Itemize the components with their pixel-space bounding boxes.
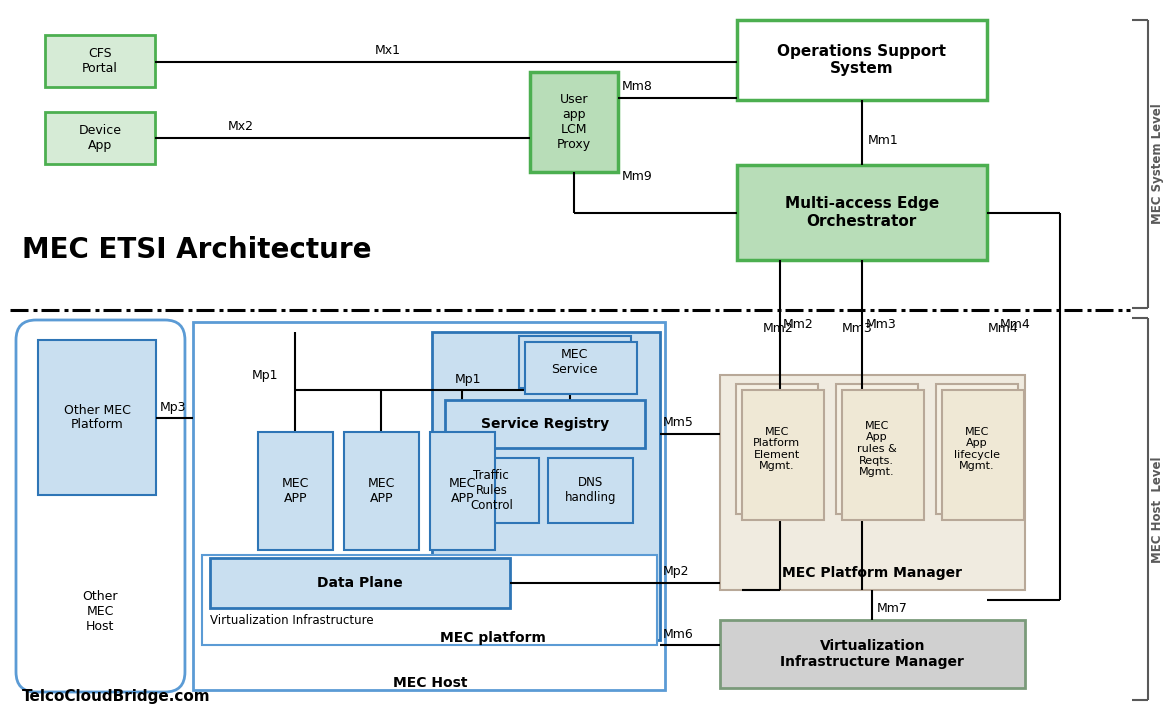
Text: MEC ETSI Architecture: MEC ETSI Architecture bbox=[22, 236, 372, 264]
Bar bbox=[548, 458, 633, 523]
Text: Mp1: Mp1 bbox=[252, 369, 279, 382]
Text: Mm7: Mm7 bbox=[877, 602, 907, 614]
Bar bbox=[529, 72, 618, 172]
Text: MEC
Service: MEC Service bbox=[552, 348, 598, 376]
Text: MEC platform: MEC platform bbox=[440, 631, 546, 645]
Text: Virtualization
Infrastructure Manager: Virtualization Infrastructure Manager bbox=[780, 639, 964, 669]
Bar bbox=[202, 555, 656, 645]
Bar bbox=[344, 432, 419, 550]
Bar bbox=[742, 390, 824, 520]
Bar bbox=[45, 112, 155, 164]
Text: Mm4: Mm4 bbox=[999, 318, 1031, 332]
Bar bbox=[936, 384, 1018, 514]
Text: Mm3: Mm3 bbox=[842, 322, 872, 335]
Text: MEC System Level: MEC System Level bbox=[1151, 104, 1164, 224]
Text: Data Plane: Data Plane bbox=[317, 576, 402, 590]
Bar bbox=[430, 432, 494, 550]
Text: MEC
App
lifecycle
Mgmt.: MEC App lifecycle Mgmt. bbox=[954, 426, 999, 471]
Text: MEC
App
rules &
Reqts.
Mgmt.: MEC App rules & Reqts. Mgmt. bbox=[857, 421, 897, 477]
Text: MEC Platform Manager: MEC Platform Manager bbox=[781, 566, 962, 580]
Text: Device
App: Device App bbox=[78, 124, 121, 152]
Bar bbox=[210, 558, 510, 608]
Text: Mx1: Mx1 bbox=[375, 43, 401, 56]
Bar bbox=[737, 165, 986, 260]
Bar bbox=[45, 35, 155, 87]
Text: MEC Host: MEC Host bbox=[393, 676, 468, 690]
Text: Mp1: Mp1 bbox=[455, 374, 482, 387]
Bar bbox=[719, 375, 1025, 590]
Text: Mm2: Mm2 bbox=[782, 318, 814, 332]
Text: Mm6: Mm6 bbox=[662, 627, 694, 641]
Bar bbox=[445, 400, 645, 448]
Text: Mm4: Mm4 bbox=[988, 322, 1018, 335]
Text: MEC
APP: MEC APP bbox=[367, 477, 395, 505]
Bar bbox=[737, 20, 986, 100]
Bar bbox=[525, 342, 637, 394]
Text: Mx2: Mx2 bbox=[227, 120, 254, 134]
Bar bbox=[38, 340, 156, 495]
Text: Other MEC
Platform: Other MEC Platform bbox=[63, 404, 131, 431]
Bar bbox=[431, 332, 660, 640]
Bar bbox=[258, 432, 333, 550]
Bar bbox=[736, 384, 817, 514]
Bar bbox=[942, 390, 1024, 520]
Text: Operations Support
System: Operations Support System bbox=[778, 44, 947, 76]
Text: Mm3: Mm3 bbox=[866, 318, 897, 332]
Text: CFS
Portal: CFS Portal bbox=[82, 47, 118, 75]
Text: MEC
APP: MEC APP bbox=[449, 477, 476, 505]
Text: MEC
APP: MEC APP bbox=[282, 477, 309, 505]
Text: DNS
handling: DNS handling bbox=[564, 476, 616, 505]
Bar bbox=[836, 384, 918, 514]
Text: Mm8: Mm8 bbox=[621, 80, 653, 93]
Text: MEC Host  Level: MEC Host Level bbox=[1151, 457, 1164, 563]
Bar bbox=[192, 322, 665, 690]
Text: Mm9: Mm9 bbox=[621, 170, 653, 184]
Text: Traffic
Rules
Control: Traffic Rules Control bbox=[470, 469, 513, 512]
Bar bbox=[842, 390, 923, 520]
Text: Virtualization Infrastructure: Virtualization Infrastructure bbox=[210, 614, 373, 627]
Text: Mp2: Mp2 bbox=[662, 565, 689, 578]
Text: User
app
LCM
Proxy: User app LCM Proxy bbox=[557, 93, 591, 151]
Text: MEC
Platform
Element
Mgmt.: MEC Platform Element Mgmt. bbox=[753, 426, 800, 471]
Text: Mm2: Mm2 bbox=[763, 322, 794, 335]
Text: Mp3: Mp3 bbox=[160, 402, 187, 414]
Text: Multi-access Edge
Orchestrator: Multi-access Edge Orchestrator bbox=[785, 197, 939, 229]
Text: Mm1: Mm1 bbox=[868, 134, 899, 147]
FancyBboxPatch shape bbox=[16, 320, 185, 692]
Text: Other
MEC
Host: Other MEC Host bbox=[83, 590, 118, 633]
Bar bbox=[444, 458, 539, 523]
Bar bbox=[519, 336, 631, 388]
Text: Service Registry: Service Registry bbox=[480, 417, 609, 431]
Bar bbox=[719, 620, 1025, 688]
Text: Mm5: Mm5 bbox=[662, 417, 694, 429]
Text: TelcoCloudBridge.com: TelcoCloudBridge.com bbox=[22, 689, 211, 704]
